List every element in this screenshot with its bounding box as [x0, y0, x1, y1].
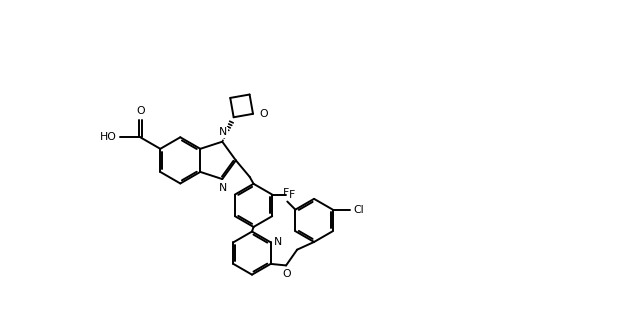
Text: O: O — [259, 109, 268, 119]
Text: O: O — [136, 107, 145, 116]
Text: N: N — [219, 127, 227, 138]
Text: F: F — [289, 190, 296, 200]
Text: Cl: Cl — [353, 205, 364, 215]
Text: F: F — [282, 189, 289, 198]
Text: N: N — [219, 183, 227, 193]
Text: N: N — [274, 237, 282, 246]
Text: HO: HO — [100, 132, 117, 142]
Text: O: O — [282, 268, 291, 279]
